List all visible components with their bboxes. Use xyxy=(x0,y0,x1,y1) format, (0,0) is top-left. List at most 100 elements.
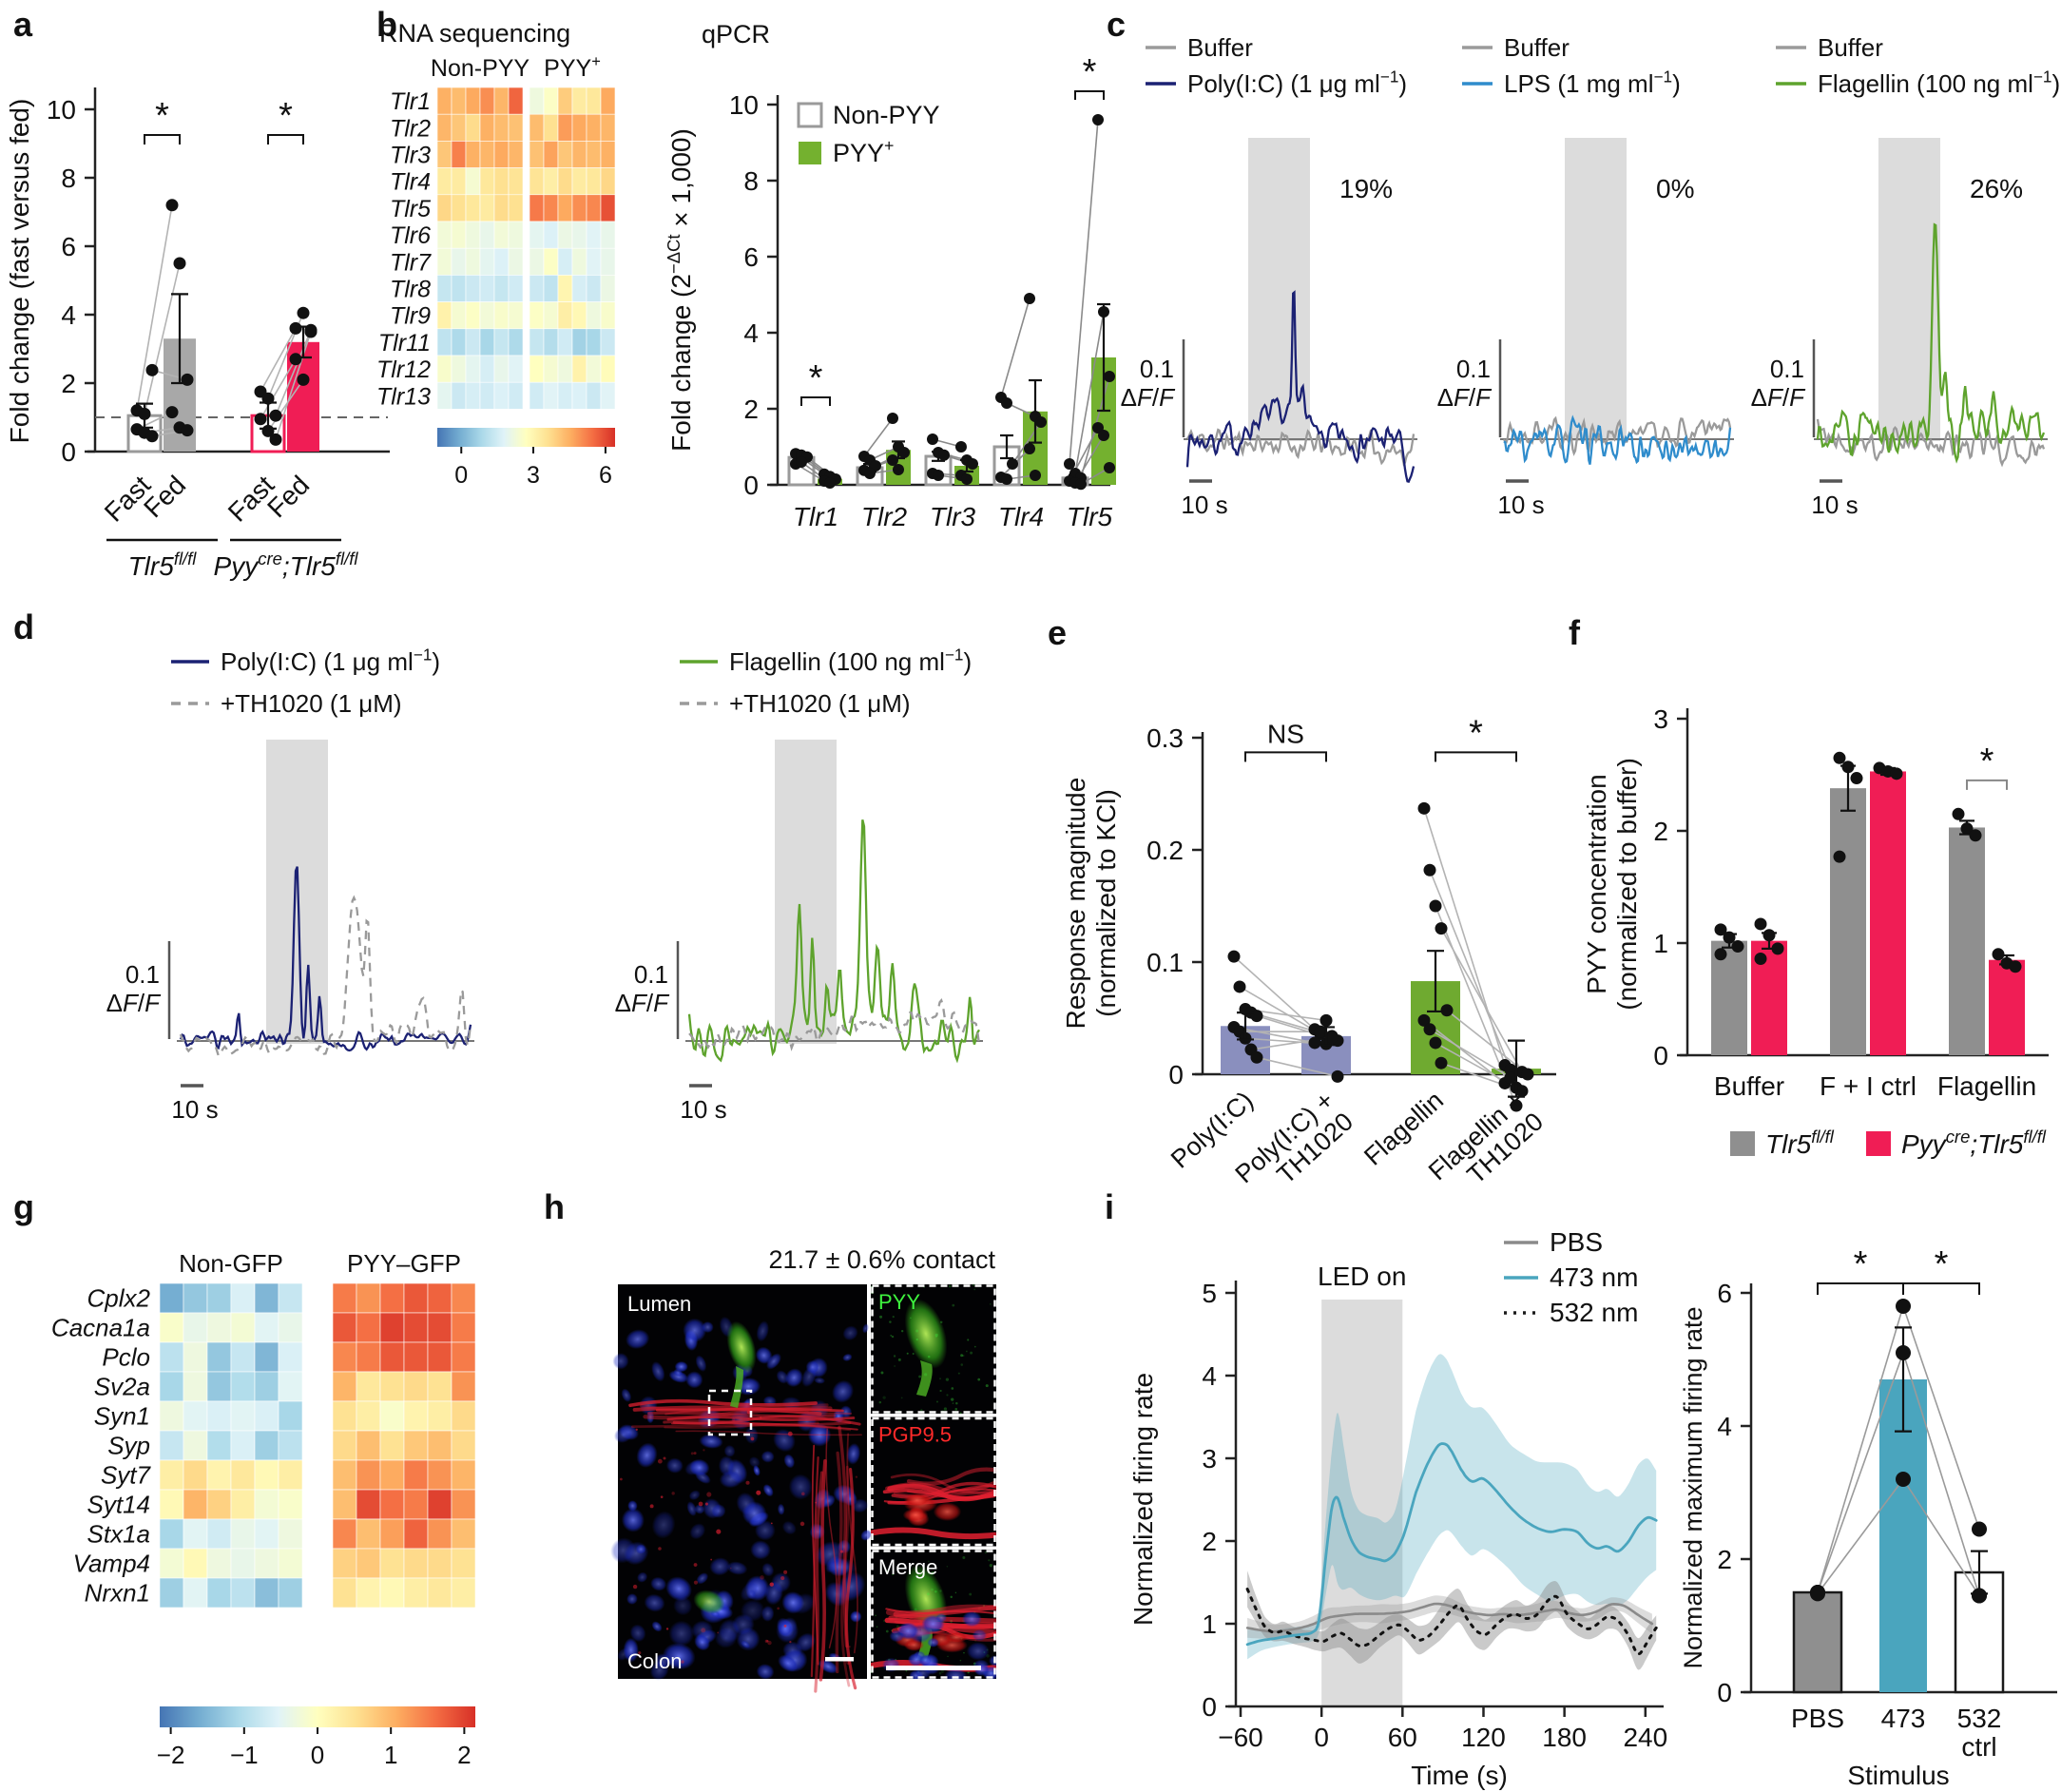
panel-e-chart: 0 0.1 0.2 0.3 Response magnitude (normalized … xyxy=(1061,713,1556,1189)
svg-text:+TH1020 (1 μM): +TH1020 (1 μM) xyxy=(221,689,402,718)
svg-text:0: 0 xyxy=(743,471,759,500)
svg-text:60: 60 xyxy=(1388,1723,1417,1752)
svg-text:473 nm: 473 nm xyxy=(1550,1262,1638,1292)
svg-text:Buffer: Buffer xyxy=(1187,33,1253,62)
svg-text:473: 473 xyxy=(1881,1704,1926,1733)
svg-text:2: 2 xyxy=(457,1741,471,1769)
panel-d-trace-flagellin: Flagellin (100 ng ml−1) +TH1020 (1 μM) 0.1… xyxy=(615,646,983,1124)
svg-text:Tlr3: Tlr3 xyxy=(390,143,431,169)
svg-text:Non-PYY: Non-PYY xyxy=(431,55,530,82)
svg-text:Tlr7: Tlr7 xyxy=(390,249,432,276)
panel-e-letter: e xyxy=(1048,613,1068,652)
svg-text:1: 1 xyxy=(1653,929,1668,958)
svg-text:Flagellin: Flagellin xyxy=(1937,1071,2036,1101)
svg-text:Response magnitude: Response magnitude xyxy=(1061,778,1090,1030)
svg-text:Stx1a: Stx1a xyxy=(87,1520,151,1549)
panel-h-letter: h xyxy=(544,1187,565,1226)
svg-text:*: * xyxy=(1854,1244,1868,1284)
svg-text:Pyycre;Tlr5fl/fl: Pyycre;Tlr5fl/fl xyxy=(1901,1127,2047,1159)
svg-text:532: 532 xyxy=(1957,1704,2002,1733)
panel-c-trace-polyic: Buffer Poly(I:C) (1 μg ml−1) 0.1ΔF/F 19% 10 … xyxy=(1121,33,1417,519)
svg-text:Non-PYY: Non-PYY xyxy=(833,101,940,129)
svg-text:PBS: PBS xyxy=(1550,1227,1603,1257)
svg-text:10 s: 10 s xyxy=(1497,491,1544,519)
svg-text:Pclo: Pclo xyxy=(102,1343,150,1372)
svg-text:ΔF/F: ΔF/F xyxy=(1751,383,1807,412)
svg-text:2: 2 xyxy=(1653,817,1668,846)
svg-text:0.1: 0.1 xyxy=(1140,355,1174,383)
svg-text:180: 180 xyxy=(1542,1723,1587,1752)
svg-text:2: 2 xyxy=(1717,1545,1732,1574)
svg-text:Merge: Merge xyxy=(878,1555,937,1579)
svg-text:Fold change (2−ΔCt × 1,000): Fold change (2−ΔCt × 1,000) xyxy=(664,128,696,452)
svg-text:0: 0 xyxy=(454,462,468,489)
svg-text:Tlr2: Tlr2 xyxy=(861,502,908,531)
svg-text:PYY concentration: PYY concentration xyxy=(1582,774,1611,993)
svg-text:5: 5 xyxy=(1202,1279,1217,1308)
panel-b-qpcr-chart: qPCR 0 2 4 6 8 10 Fold change (2−ΔCt × 1,000) No… xyxy=(664,20,1116,531)
svg-text:2: 2 xyxy=(1202,1527,1217,1556)
svg-text:0: 0 xyxy=(1168,1060,1184,1089)
svg-text:(normalized to buffer): (normalized to buffer) xyxy=(1612,758,1642,1011)
svg-text:10 s: 10 s xyxy=(680,1095,726,1124)
panel-d-letter: d xyxy=(13,607,34,646)
svg-text:Syt14: Syt14 xyxy=(87,1491,151,1519)
panel-f-chart: 0 1 2 3 PYY concentration (normalized to buff… xyxy=(1582,704,2049,1159)
svg-text:*: * xyxy=(1980,742,1994,781)
panel-h-contact-stat: 21.7 ± 0.6% contact xyxy=(768,1245,995,1274)
inset-pgp9.5: PGP9.5 xyxy=(871,1416,996,1547)
svg-text:PYY–GFP: PYY–GFP xyxy=(347,1249,461,1278)
svg-text:Tlr12: Tlr12 xyxy=(376,356,431,383)
panel-i-bar-chart: 0 2 4 6 Normalized maximum firing rate * * PBS 4… xyxy=(1679,1244,2057,1790)
svg-text:Tlr4: Tlr4 xyxy=(390,169,431,196)
svg-text:0.1: 0.1 xyxy=(125,960,160,989)
svg-text:−60: −60 xyxy=(1218,1723,1263,1752)
svg-text:Stimulus: Stimulus xyxy=(1847,1761,1949,1790)
svg-text:*: * xyxy=(279,96,293,136)
svg-text:Fed: Fed xyxy=(261,470,315,523)
svg-text:0.1: 0.1 xyxy=(1770,355,1804,383)
svg-text:Poly(I:C) (1 μg ml−1): Poly(I:C) (1 μg ml−1) xyxy=(221,646,440,676)
svg-text:8: 8 xyxy=(743,166,759,196)
svg-text:0: 0 xyxy=(1653,1041,1668,1070)
svg-text:ΔF/F: ΔF/F xyxy=(1121,383,1177,412)
svg-text:Tlr4: Tlr4 xyxy=(998,502,1044,531)
svg-text:Syt7: Syt7 xyxy=(101,1461,152,1490)
svg-text:6: 6 xyxy=(1717,1279,1732,1308)
svg-text:Flagellin (100 ng ml−1): Flagellin (100 ng ml−1) xyxy=(729,646,972,676)
svg-text:PYY: PYY xyxy=(878,1290,920,1314)
svg-text:Tlr13: Tlr13 xyxy=(376,383,431,410)
panel-h-insets: PYY PGP9.5 Merge xyxy=(871,1284,996,1679)
panel-h-micrograph: Lumen Colon xyxy=(610,1284,872,1693)
svg-text:Tlr5fl/fl: Tlr5fl/fl xyxy=(128,549,198,581)
svg-text:10 s: 10 s xyxy=(1811,491,1858,519)
svg-text:Tlr8: Tlr8 xyxy=(390,277,431,303)
svg-text:*: * xyxy=(1935,1244,1949,1284)
svg-text:8: 8 xyxy=(61,164,76,193)
svg-text:Vamp4: Vamp4 xyxy=(73,1550,150,1578)
svg-text:Tlr1: Tlr1 xyxy=(793,502,838,531)
svg-text:Sv2a: Sv2a xyxy=(94,1373,150,1401)
svg-text:Cacna1a: Cacna1a xyxy=(51,1314,150,1342)
inset-merge: Merge xyxy=(871,1550,996,1679)
svg-text:Time (s): Time (s) xyxy=(1411,1761,1508,1790)
svg-text:3: 3 xyxy=(1653,704,1668,734)
svg-text:LPS (1 mg ml−1): LPS (1 mg ml−1) xyxy=(1504,67,1681,98)
svg-text:Normalized firing rate: Normalized firing rate xyxy=(1128,1373,1158,1626)
svg-text:19%: 19% xyxy=(1339,174,1393,203)
panel-a-letter: a xyxy=(13,5,33,44)
svg-text:Buffer: Buffer xyxy=(1714,1071,1784,1101)
panel-f-letter: f xyxy=(1569,613,1580,652)
svg-text:26%: 26% xyxy=(1970,174,2023,203)
svg-text:*: * xyxy=(155,96,169,136)
panel-g-heatmap: PYY–GFPNon-GFPCplx2Cacna1aPcloSv2aSyn1Sy… xyxy=(51,1249,476,1769)
svg-text:Non-GFP: Non-GFP xyxy=(179,1249,283,1278)
svg-text:6: 6 xyxy=(599,462,612,489)
svg-text:NS: NS xyxy=(1267,719,1304,748)
svg-text:4: 4 xyxy=(1202,1361,1217,1391)
svg-text:1: 1 xyxy=(1202,1609,1217,1639)
svg-text:0%: 0% xyxy=(1656,174,1694,203)
svg-text:Buffer: Buffer xyxy=(1818,33,1883,62)
svg-text:Normalized maximum firing rate: Normalized maximum firing rate xyxy=(1679,1306,1707,1668)
